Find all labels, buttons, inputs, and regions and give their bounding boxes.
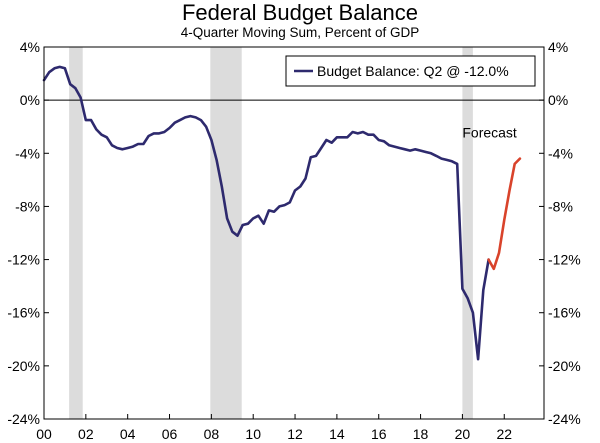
forecast-line <box>487 157 522 271</box>
y-tick-label-left: 0% <box>20 92 40 108</box>
forecast-annotation: Forecast <box>462 124 517 140</box>
x-tick-label: 04 <box>120 426 136 442</box>
y-tick-label-right: 4% <box>548 39 568 55</box>
legend: Budget Balance: Q2 @ -12.0% <box>285 55 536 87</box>
recession-band-1 <box>69 47 83 419</box>
x-tick-label: 00 <box>36 426 52 442</box>
x-tick-label: 20 <box>455 426 471 442</box>
y-tick-label-left: -12% <box>7 252 40 268</box>
chart-subtitle: 4-Quarter Moving Sum, Percent of GDP <box>180 25 420 40</box>
series-layer <box>42 65 522 361</box>
y-tick-label-left: 4% <box>20 39 40 55</box>
y-tick-label-left: -8% <box>15 198 40 214</box>
x-tick-label: 08 <box>204 426 220 442</box>
x-tick-label: 16 <box>371 426 387 442</box>
y-tick-label-right: -24% <box>548 411 581 427</box>
y-tick-label-left: -20% <box>7 358 40 374</box>
y-tick-label-right: 0% <box>548 92 568 108</box>
plot-frame-layer <box>43 46 545 420</box>
y-tick-label-right: -20% <box>548 358 581 374</box>
x-tick-label: 10 <box>245 426 261 442</box>
legend-box <box>285 55 536 87</box>
legend-label: Budget Balance: Q2 @ -12.0% <box>317 63 509 79</box>
recession-shading-layer <box>69 47 473 419</box>
x-tick-label: 18 <box>413 426 429 442</box>
recession-band-3 <box>462 47 473 419</box>
recession-band-2 <box>210 47 242 419</box>
y-tick-label-left: -24% <box>7 411 40 427</box>
y-tick-label-right: -8% <box>548 198 573 214</box>
tick-layer: 4% 4% 0% 0% -4% -4% -8% -8% -12% -12% -16% -16% -20%… <box>7 39 580 442</box>
x-tick-label: 06 <box>162 426 178 442</box>
chart-title: Federal Budget Balance <box>181 0 419 25</box>
budget-balance-line <box>42 65 490 361</box>
y-tick-label-right: -4% <box>548 145 573 161</box>
y-tick-label-left: -16% <box>7 305 40 321</box>
x-tick-label: 14 <box>329 426 345 442</box>
y-tick-label-left: -4% <box>15 145 40 161</box>
x-tick-label: 02 <box>78 426 94 442</box>
plot-frame <box>43 46 545 420</box>
y-tick-label-right: -16% <box>548 305 581 321</box>
x-tick-label: 22 <box>496 426 512 442</box>
x-tick-label: 12 <box>287 426 303 442</box>
y-tick-label-right: -12% <box>548 252 581 268</box>
